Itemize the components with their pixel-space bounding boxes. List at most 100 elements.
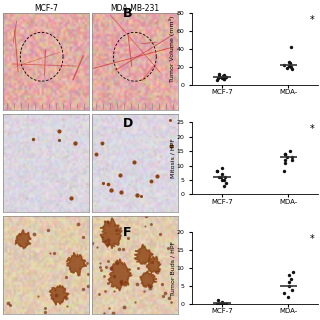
Point — [104, 163, 109, 168]
Point — [153, 151, 158, 156]
Point — [45, 227, 51, 232]
Point — [56, 135, 61, 140]
Point — [23, 180, 28, 185]
Point — [134, 282, 139, 287]
Point — [217, 301, 222, 307]
Point — [167, 295, 172, 300]
Point — [54, 128, 59, 133]
Point — [37, 117, 42, 122]
Polygon shape — [15, 230, 31, 249]
Point — [60, 124, 66, 129]
Point — [166, 137, 171, 142]
Point — [103, 165, 108, 170]
Point — [132, 160, 137, 165]
Point — [74, 196, 79, 201]
Point — [99, 140, 104, 145]
Point — [105, 182, 110, 187]
Point — [17, 148, 22, 153]
Point — [54, 202, 60, 207]
Point — [58, 194, 63, 199]
Point — [134, 178, 139, 183]
Point — [63, 295, 68, 300]
Point — [83, 129, 88, 134]
Point — [105, 237, 110, 243]
Polygon shape — [100, 218, 122, 249]
Point — [16, 193, 21, 198]
Point — [51, 250, 56, 255]
Point — [283, 151, 288, 156]
Point — [147, 286, 152, 291]
Point — [133, 188, 138, 193]
Point — [286, 60, 291, 65]
Point — [103, 168, 108, 173]
Point — [168, 117, 173, 123]
Point — [146, 133, 151, 139]
Point — [140, 150, 146, 156]
Point — [162, 291, 167, 296]
Text: *: * — [309, 124, 314, 134]
Point — [85, 271, 90, 276]
Point — [219, 166, 224, 171]
Point — [290, 66, 295, 71]
Point — [12, 156, 18, 162]
Point — [215, 169, 220, 174]
Point — [122, 305, 127, 310]
Point — [74, 115, 79, 120]
Point — [148, 182, 154, 188]
Point — [75, 221, 80, 226]
Point — [155, 135, 160, 140]
Point — [141, 180, 146, 185]
Polygon shape — [140, 271, 157, 287]
Point — [2, 151, 7, 156]
Point — [290, 269, 295, 274]
Point — [153, 134, 158, 139]
Point — [81, 170, 86, 175]
Point — [111, 273, 116, 278]
Point — [151, 149, 156, 154]
Point — [106, 220, 111, 225]
Point — [164, 144, 169, 149]
Point — [155, 270, 160, 275]
Point — [223, 301, 228, 307]
Point — [151, 180, 156, 185]
Point — [24, 196, 29, 201]
Point — [154, 173, 159, 178]
Point — [113, 228, 118, 233]
Point — [216, 73, 221, 78]
Point — [152, 140, 157, 145]
Point — [30, 137, 36, 142]
Point — [151, 177, 156, 182]
Point — [222, 75, 227, 80]
Point — [3, 153, 8, 158]
Point — [171, 124, 176, 129]
Point — [281, 291, 286, 296]
Point — [220, 75, 225, 80]
Point — [289, 287, 294, 292]
Point — [223, 180, 228, 186]
Point — [107, 182, 112, 188]
Point — [82, 169, 87, 174]
Y-axis label: Tumor Volume (mm³): Tumor Volume (mm³) — [169, 16, 175, 82]
Point — [93, 202, 98, 207]
Point — [216, 301, 221, 307]
Point — [48, 155, 53, 160]
Point — [116, 246, 121, 252]
Point — [286, 63, 292, 68]
Point — [64, 303, 69, 308]
Point — [22, 161, 27, 166]
Point — [168, 299, 173, 304]
Point — [46, 149, 52, 154]
Point — [85, 283, 91, 288]
Point — [286, 280, 292, 285]
Point — [128, 204, 133, 209]
Point — [289, 157, 294, 163]
Text: D: D — [123, 116, 133, 130]
Point — [289, 64, 294, 69]
Point — [224, 74, 229, 79]
Point — [161, 294, 166, 299]
Point — [222, 301, 227, 307]
Point — [72, 177, 77, 182]
Point — [117, 132, 123, 137]
Point — [42, 309, 47, 315]
Point — [5, 132, 11, 137]
